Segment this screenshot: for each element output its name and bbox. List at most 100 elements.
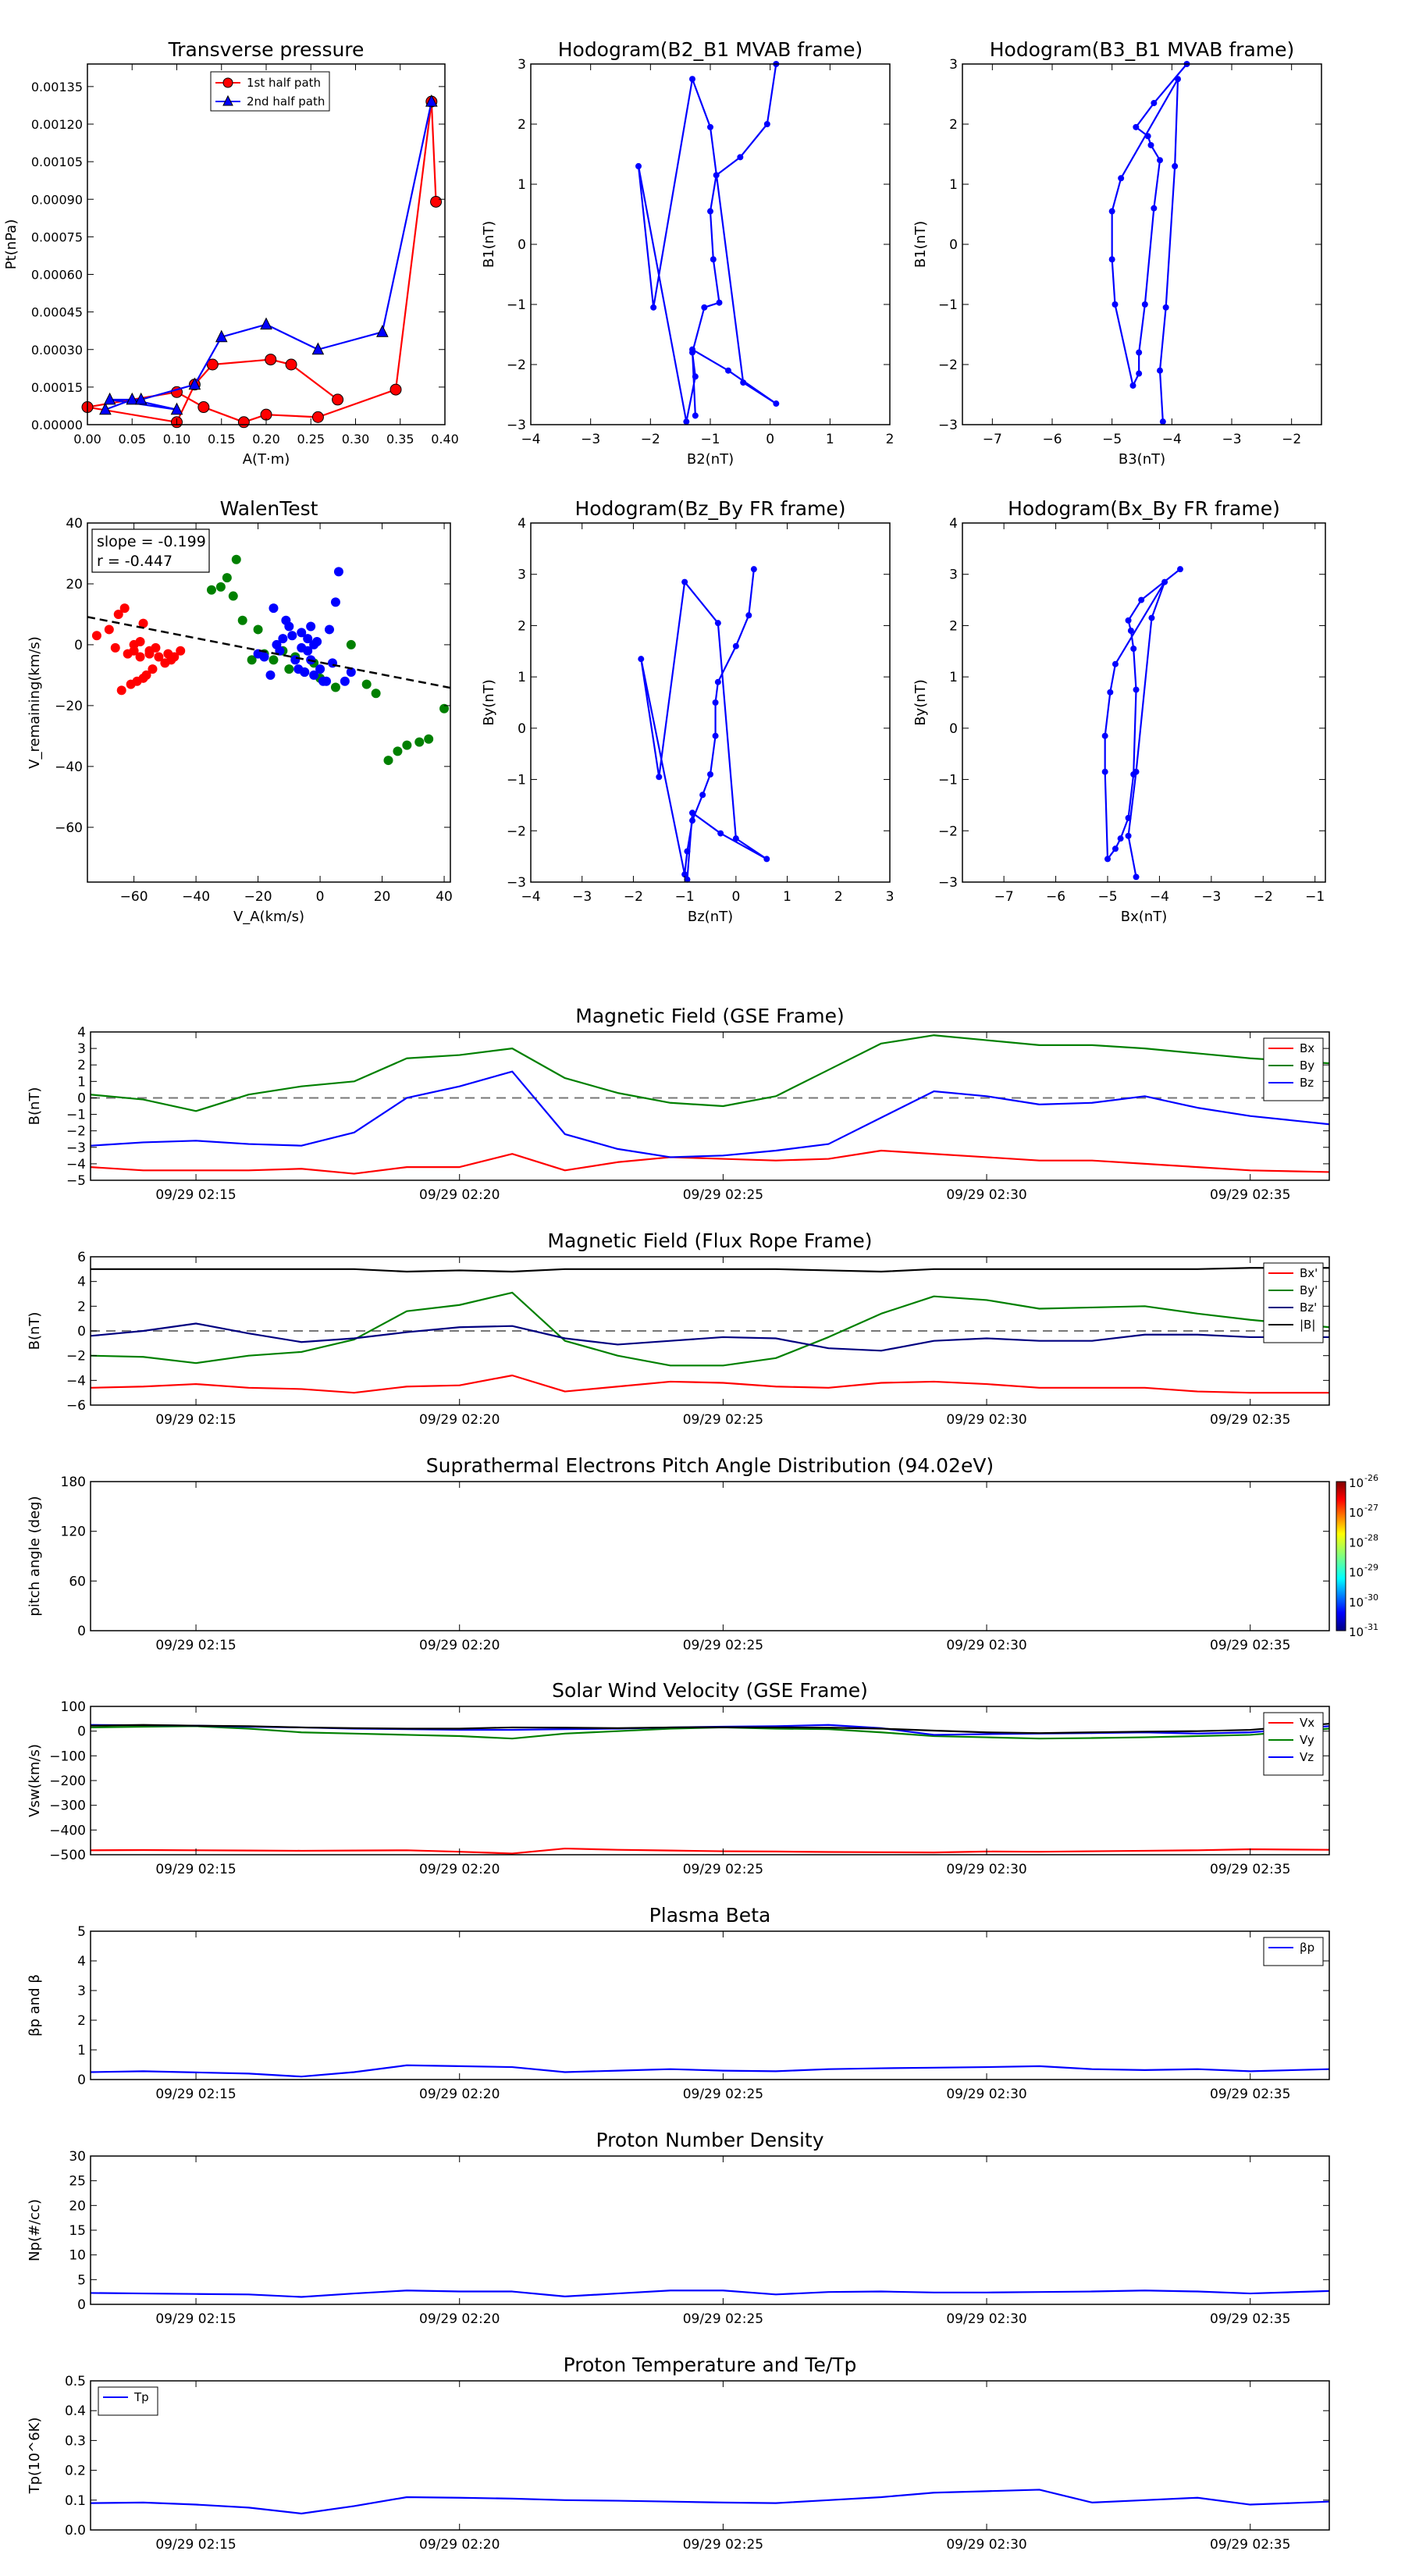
- walen-xtick-label: −40: [182, 889, 210, 905]
- mag_fr-ytick-label: 4: [77, 1275, 86, 1290]
- np-title: Proton Number Density: [596, 2129, 824, 2151]
- walen-point-red: [135, 637, 145, 647]
- tp_temp-ytick-label: 0.2: [65, 2464, 86, 2479]
- h3-frame: [530, 522, 891, 883]
- h4-xtick-label: −4: [1150, 889, 1169, 905]
- vsw-ytick-label: −400: [49, 1823, 86, 1838]
- h1-xtick-label: −4: [521, 432, 540, 447]
- h2-xtick-label: −5: [1102, 432, 1122, 447]
- walen-point-green: [346, 639, 356, 649]
- tp_temp-legend-box: [98, 2386, 158, 2416]
- tp_temp-ytick-label: 0.3: [65, 2433, 86, 2449]
- tp_temp-xtick-label: 09/29 02:20: [419, 2537, 500, 2553]
- walen-point-green: [424, 734, 434, 744]
- tp-xtick-label: 0.20: [252, 432, 280, 447]
- tp-point: [332, 393, 344, 406]
- tp-point: [430, 195, 443, 208]
- h1-point: [716, 299, 723, 306]
- mag_fr-ytick-label: 6: [77, 1250, 86, 1265]
- h4-ytick-label: −2: [938, 824, 958, 839]
- mag_gse-series-By: [91, 1034, 1329, 1112]
- beta-ytick-label: 3: [77, 1984, 86, 1999]
- h1-xtick-label: −2: [641, 432, 660, 447]
- tp-ytick-label: 0.00075: [31, 229, 83, 244]
- tp-point: [103, 392, 116, 405]
- tp-title: Transverse pressure: [168, 38, 365, 61]
- h4-point: [1125, 814, 1132, 821]
- walen-point-red: [154, 652, 164, 662]
- walen-point-green: [439, 703, 450, 713]
- h2-xlabel: B3(nT): [1119, 451, 1165, 468]
- tp_temp-xtick-label: 09/29 02:15: [155, 2537, 236, 2553]
- walen-point-red: [91, 631, 101, 641]
- walen-point-blue: [269, 603, 279, 614]
- pad-title: Suprathermal Electrons Pitch Angle Distr…: [426, 1454, 994, 1477]
- beta-legend-box: [1263, 1937, 1324, 1966]
- walen-xtick-label: 0: [316, 889, 325, 905]
- h1-point: [683, 418, 690, 425]
- pad-colorbar-label: 10: [1349, 1596, 1364, 1610]
- walen-title: WalenTest: [220, 497, 318, 520]
- walen-point-blue: [281, 615, 291, 625]
- walen-ytick-label: −60: [55, 820, 83, 836]
- beta-series-βp: [91, 2064, 1329, 2078]
- mag_gse-ytick-label: 1: [77, 1074, 86, 1090]
- h1-xtick-label: −1: [700, 432, 720, 447]
- np-xtick-label: 09/29 02:15: [155, 2311, 236, 2327]
- h1-ylabel: B1(nT): [481, 221, 497, 268]
- h4-xtick-label: −3: [1201, 889, 1221, 905]
- pad-frame: [90, 1481, 1330, 1631]
- vsw-xtick-label: 09/29 02:25: [683, 1862, 763, 1877]
- tp-point: [237, 416, 250, 429]
- beta-xtick-label: 09/29 02:35: [1210, 2087, 1290, 2102]
- pad-colorbar-exp: -26: [1364, 1473, 1378, 1483]
- tp_temp-ytick-label: 0.5: [65, 2374, 86, 2389]
- walen-point-red: [176, 646, 186, 656]
- h4-xtick-label: −5: [1097, 889, 1117, 905]
- tp_temp-frame: [90, 2380, 1330, 2531]
- tp_temp-title: Proton Temperature and Te/Tp: [564, 2354, 857, 2376]
- h2-xtick-label: −7: [983, 432, 1002, 447]
- mag_fr-series-Bz': [91, 1322, 1329, 1352]
- mag_gse-series-Bx: [91, 1149, 1329, 1175]
- mag_gse-xtick-label: 09/29 02:35: [1210, 1187, 1290, 1203]
- tp-line-0: [86, 101, 437, 423]
- vsw-frame: [90, 1706, 1330, 1856]
- tp-point: [285, 358, 297, 371]
- h4-ytick-label: −3: [938, 875, 958, 891]
- h1-ytick-label: −1: [507, 297, 526, 313]
- h2-point: [1157, 367, 1163, 374]
- mag_fr-ylabel: B(nT): [27, 1312, 43, 1350]
- np-frame: [90, 2155, 1330, 2305]
- walen-point-red: [116, 685, 126, 696]
- walen-ytick-label: 0: [74, 638, 83, 653]
- h2-point: [1175, 76, 1181, 83]
- tp-ytick-label: 0.00120: [31, 117, 83, 132]
- h3-xtick-label: 1: [783, 889, 791, 905]
- h4-point: [1117, 835, 1124, 842]
- walen-xtick-label: −20: [244, 889, 272, 905]
- tp-xtick-label: 0.35: [386, 432, 414, 447]
- h1-title: Hodogram(B2_B1 MVAB frame): [558, 38, 863, 61]
- h1-xtick-label: −3: [581, 432, 600, 447]
- pad-ytick-label: 0: [77, 1624, 86, 1639]
- h4-point: [1127, 628, 1134, 634]
- h3-point: [681, 871, 688, 878]
- beta-legend-label: βp: [1300, 1941, 1314, 1955]
- h2-point: [1172, 162, 1179, 169]
- walen-ytick-label: 20: [66, 577, 83, 592]
- h2-ylabel: B1(nT): [912, 221, 929, 268]
- walen-point-green: [231, 554, 241, 564]
- walen-ytick-label: 40: [66, 516, 83, 532]
- h1-point: [713, 172, 720, 179]
- tp-point: [188, 377, 201, 390]
- walen-point-blue: [297, 628, 307, 638]
- h4-point: [1125, 617, 1132, 624]
- h1-point: [737, 154, 744, 161]
- tp-point: [265, 354, 277, 366]
- pad-colorbar-exp: -28: [1364, 1532, 1378, 1542]
- walen-point-blue: [346, 667, 356, 678]
- walen-point-green: [383, 756, 393, 766]
- walen-frame: [87, 522, 451, 883]
- walen-point-green: [222, 573, 232, 583]
